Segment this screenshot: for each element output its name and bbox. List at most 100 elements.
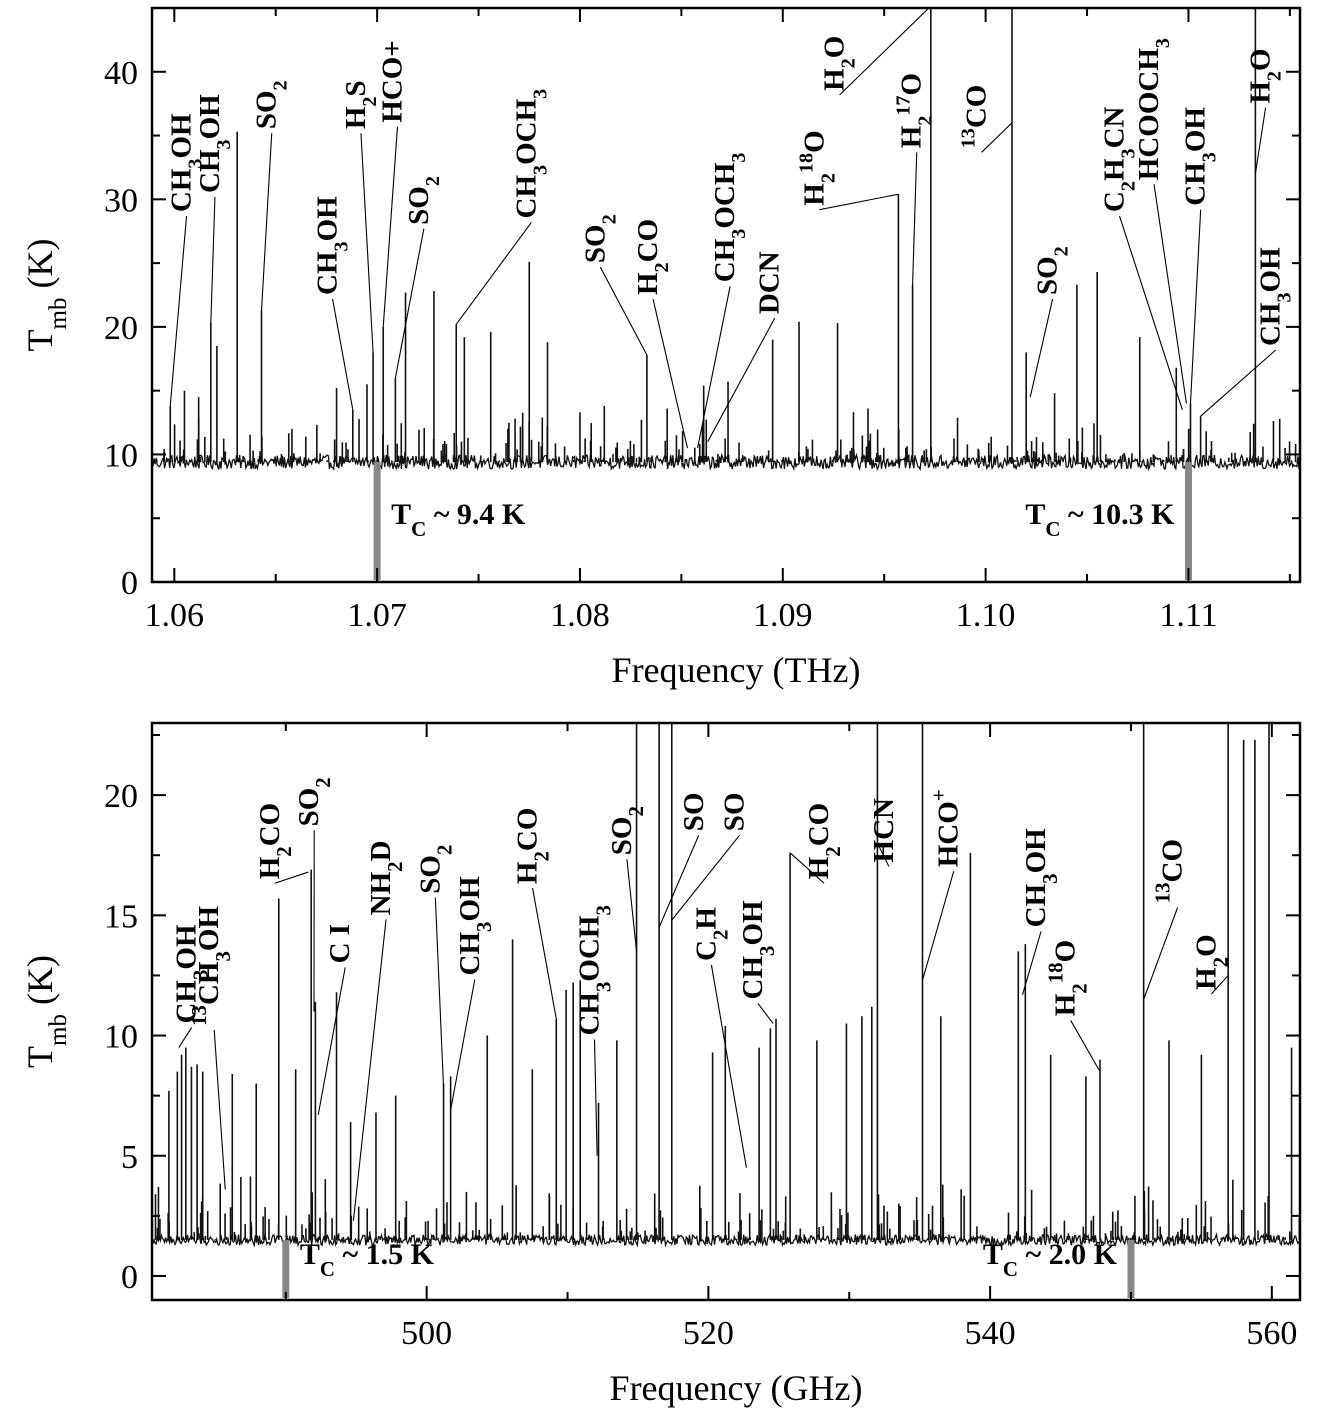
x-tick-label: 1.06: [145, 597, 205, 634]
label-leader-line: [707, 317, 776, 442]
line-label: SO2: [579, 214, 620, 263]
line-label: SO: [678, 793, 710, 832]
label-leader-line: [921, 871, 955, 981]
line-label: DCN: [754, 251, 786, 314]
line-label: H2O: [1190, 934, 1232, 990]
label-leader-line: [178, 1027, 193, 1048]
label-leader-line: [360, 133, 374, 353]
label-leader-line: [1200, 349, 1277, 417]
line-label: H217O: [893, 73, 937, 148]
line-label: CH3OH: [312, 196, 353, 295]
spectrum-noise-lines: [155, 412, 1297, 463]
label-leader-line: [450, 979, 476, 1111]
line-label: CH3OH: [171, 924, 213, 1023]
y-axis-label: Tmb (K): [20, 955, 72, 1068]
line-label: SO2: [414, 845, 456, 894]
label-leader-line: [1189, 209, 1202, 404]
line-label: H2CO: [803, 803, 845, 880]
x-tick-label: 1.10: [956, 597, 1016, 634]
label-leader-line: [876, 842, 890, 867]
label-leader-line: [1119, 215, 1183, 410]
label-leader-line: [981, 122, 1013, 153]
line-label: C I: [324, 924, 356, 963]
label-leader-line: [317, 967, 346, 1115]
label-leader-line: [274, 871, 309, 884]
line-label: H218O: [1044, 940, 1092, 1016]
line-label: HCOOCH3: [1133, 38, 1174, 180]
y-tick-label: 40: [104, 55, 138, 92]
label-leader-line: [819, 193, 899, 211]
line-label: H2CO: [512, 808, 554, 885]
line-label: HCN: [868, 798, 900, 863]
line-label: 13CO: [958, 85, 993, 149]
x-tick-label: 1.07: [347, 597, 407, 634]
label-leader-line: [593, 1039, 598, 1156]
spectrum-baseline: [152, 452, 1300, 472]
label-leader-line: [1070, 1020, 1101, 1072]
y-tick-label: 20: [104, 310, 138, 347]
continuum-label: TC ~ 10.3 K: [1025, 498, 1175, 541]
y-tick-label: 30: [104, 182, 138, 219]
line-label: SO: [719, 793, 751, 832]
line-label: CH3OH: [194, 94, 235, 193]
y-tick-label: 5: [121, 1139, 138, 1176]
label-leader-line: [332, 298, 354, 410]
x-axis-label: Frequency (GHz): [610, 1368, 863, 1408]
y-tick-label: 0: [121, 565, 138, 602]
x-tick-label: 560: [1246, 1315, 1297, 1352]
x-axis-label: Frequency (THz): [612, 650, 861, 690]
label-leader-line: [352, 919, 387, 1221]
y-tick-label: 20: [104, 778, 138, 815]
label-leader-line: [697, 286, 731, 449]
x-tick-label: 1.11: [1159, 597, 1217, 634]
line-label: H2O: [1245, 48, 1286, 103]
x-tick-label: 1.08: [550, 597, 610, 634]
line-label: SO2: [293, 777, 335, 826]
label-leader-line: [912, 152, 918, 285]
y-tick-label: 10: [104, 437, 138, 474]
y-tick-label: 10: [104, 1019, 138, 1056]
line-label: CH3OCH3: [510, 89, 551, 219]
label-leader-line: [1153, 184, 1187, 404]
label-leader-line: [599, 266, 648, 356]
label-leader-line: [394, 228, 425, 379]
continuum-label: TC ~ 2.0 K: [983, 1238, 1118, 1281]
label-leader-line: [789, 852, 825, 884]
line-label: CH3OH: [737, 900, 779, 999]
y-tick-label: 0: [121, 1259, 138, 1296]
plot-frame: [150, 721, 1302, 1302]
label-leader-line: [1029, 298, 1054, 398]
label-leader-line: [626, 859, 638, 952]
line-label: C2H: [690, 907, 732, 961]
label-leader-line: [1021, 931, 1042, 995]
label-leader-line: [757, 1003, 774, 1024]
label-leader-line: [532, 887, 557, 1019]
label-leader-line: [382, 126, 399, 327]
x-tick-label: 520: [683, 1315, 734, 1352]
line-label: CH3OH: [454, 876, 496, 975]
line-label: CH3OCH3: [574, 905, 616, 1035]
line-label: 13CO: [1151, 839, 1189, 903]
label-leader-line: [455, 222, 532, 325]
continuum-label: TC ~ 9.4 K: [391, 498, 526, 541]
label-leader-line: [169, 216, 188, 407]
line-label: 13CH3OH: [187, 906, 235, 1026]
line-label: CH3OH: [1255, 247, 1296, 346]
line-label: SO2: [251, 80, 292, 129]
line-label: H218O: [795, 130, 839, 205]
line-label: HCO+: [927, 789, 965, 867]
line-label: SO2: [1032, 246, 1073, 295]
x-tick-label: 500: [401, 1315, 452, 1352]
label-leader-line: [710, 964, 747, 1168]
line-label: H2CO: [632, 219, 673, 295]
y-axis-label: Tmb (K): [20, 239, 72, 352]
plot-frame: [150, 6, 1302, 584]
line-label: CH3OH: [1180, 107, 1221, 206]
label-leader-line: [658, 834, 700, 928]
label-leader-line: [213, 1029, 226, 1190]
line-label: H2S: [340, 80, 381, 129]
label-leader-line: [671, 834, 741, 921]
